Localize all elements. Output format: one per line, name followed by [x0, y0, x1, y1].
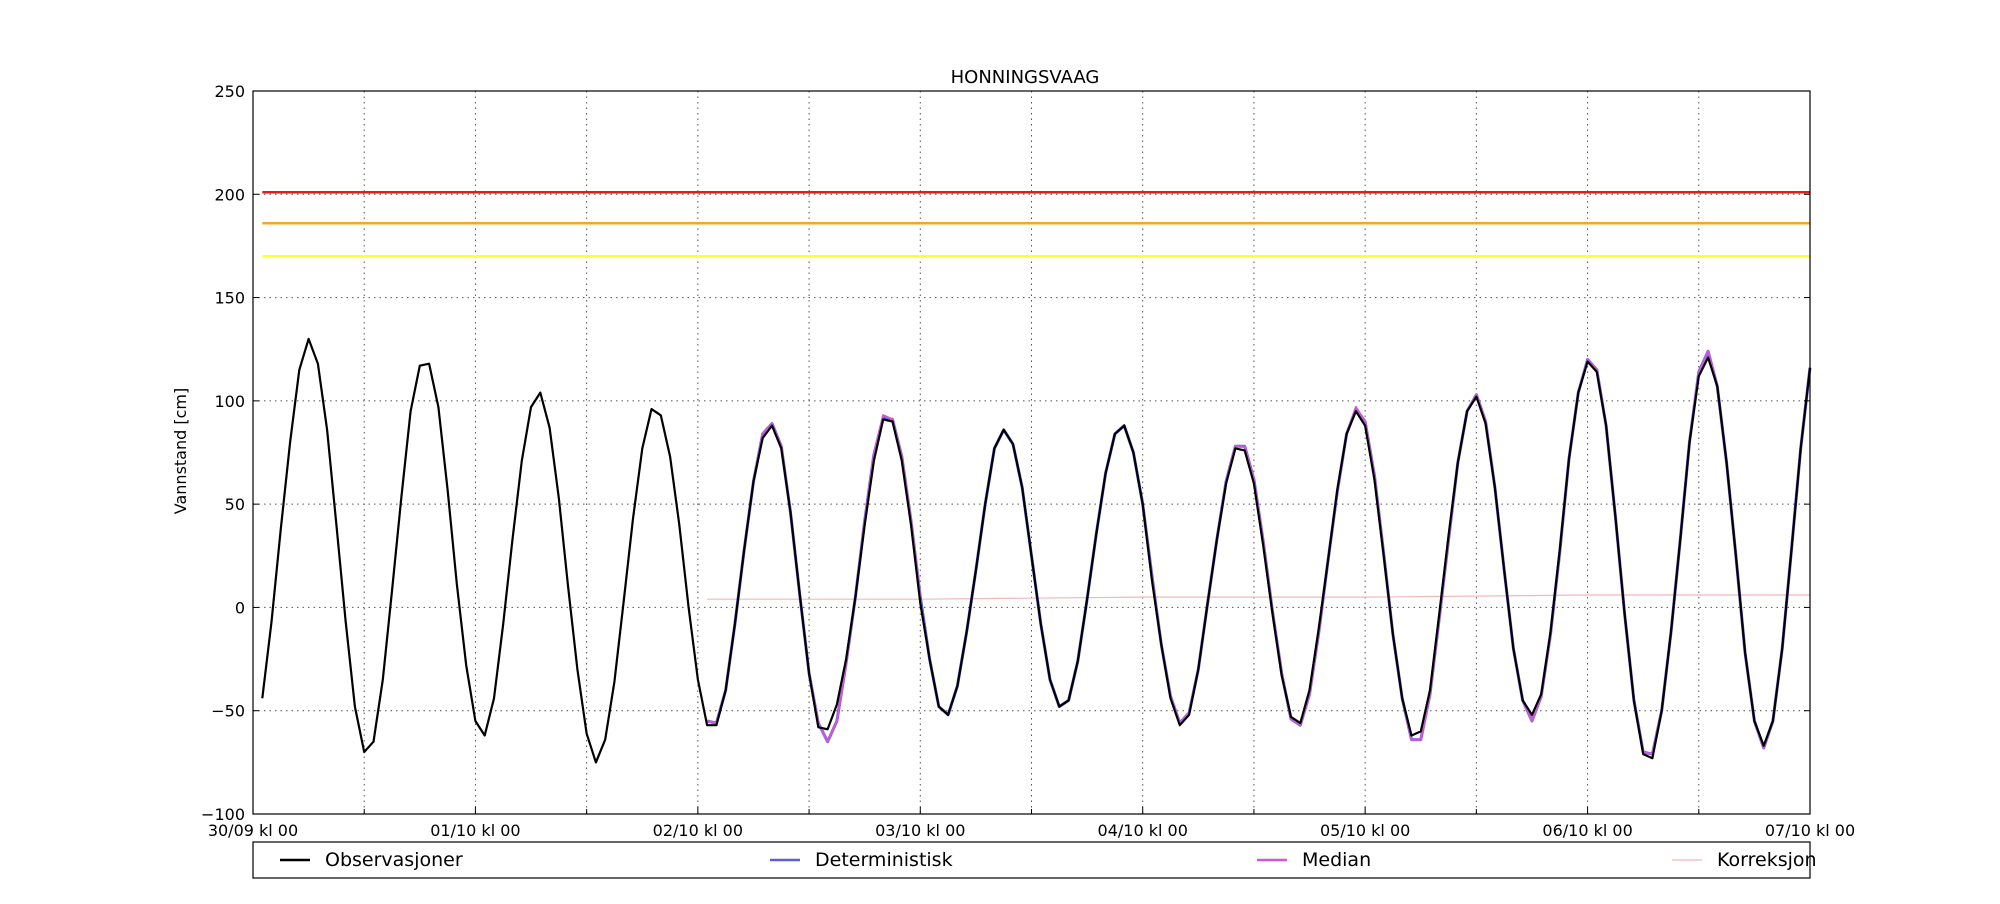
y-tick-label: 200: [214, 185, 245, 204]
x-tick-label: 30/09 kl 00: [208, 821, 298, 840]
x-tick-label: 02/10 kl 00: [653, 821, 743, 840]
chart-title: HONNINGSVAAG: [951, 67, 1100, 88]
y-axis-ticks: 250 200 150 100 50 0 −50 −100: [201, 82, 1810, 824]
series-line-deterministisk: [706, 349, 1812, 756]
legend-label: Deterministisk: [815, 849, 953, 871]
legend-label: Observasjoner: [325, 849, 463, 871]
series-line-median: [1141, 350, 1812, 756]
plot-frame: [252, 90, 1811, 815]
series-layer: [261, 337, 1812, 764]
legend-label: Median: [1302, 849, 1371, 871]
y-tick-label: 0: [235, 598, 245, 617]
y-tick-label: 100: [214, 392, 245, 411]
legend-frame: [252, 841, 1811, 879]
legend: Observasjoner Deterministisk Median Korreks…: [252, 841, 1817, 879]
x-tick-label: 05/10 kl 00: [1320, 821, 1410, 840]
y-tick-label: −50: [211, 702, 245, 721]
x-tick-label: 01/10 kl 00: [430, 821, 520, 840]
y-tick-label: 250: [214, 82, 245, 101]
series-line-korreksjon: [707, 594, 1810, 600]
x-tick-label: 07/10 kl 00: [1765, 821, 1855, 840]
y-tick-label: 50: [225, 495, 245, 514]
legend-label: Korreksjon: [1717, 849, 1817, 871]
y-tick-label: −100: [201, 805, 245, 824]
threshold-layer: [262, 190, 1810, 258]
y-tick-label: 150: [214, 289, 245, 308]
x-axis-ticks: 30/09 kl 00 01/10 kl 00 02/10 kl 00 03/10 k…: [208, 807, 1855, 840]
series-line-observasjoner: [261, 337, 1812, 764]
x-tick-label: 06/10 kl 00: [1542, 821, 1632, 840]
grid-layer: [253, 91, 1810, 814]
x-tick-label: 04/10 kl 00: [1098, 821, 1188, 840]
x-tick-label: 03/10 kl 00: [875, 821, 965, 840]
y-axis-label: Vannstand [cm]: [171, 388, 190, 514]
